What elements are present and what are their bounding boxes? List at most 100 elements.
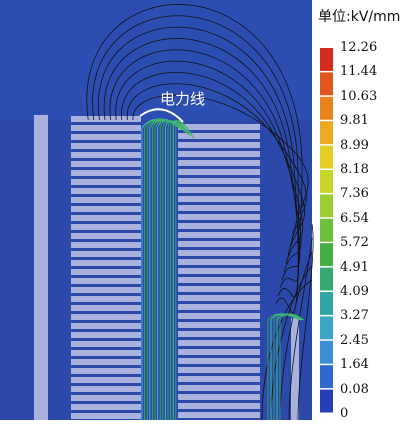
winding-strip-left xyxy=(71,377,141,383)
winding-strip-left xyxy=(71,386,141,392)
concentrated-line xyxy=(276,313,304,420)
concentrated-line xyxy=(175,120,195,420)
colorbar-tick-label: 10.63 xyxy=(340,88,378,104)
winding-left xyxy=(71,116,141,419)
winding-strip-left xyxy=(71,368,141,374)
winding-strip-right xyxy=(178,286,260,292)
winding-strip-left xyxy=(71,395,141,401)
winding-strip-right xyxy=(178,142,260,148)
colorbar-tick-label: 6.54 xyxy=(340,210,369,226)
field-line xyxy=(279,251,313,421)
winding-strip-right xyxy=(178,385,260,391)
colorbar-tick-label: 3.27 xyxy=(340,308,369,324)
winding-strip-right xyxy=(178,259,260,265)
upper-field-region xyxy=(0,0,312,120)
winding-strip-left xyxy=(71,323,141,329)
colorbar-block xyxy=(320,218,333,242)
field-line-arc xyxy=(139,108,184,123)
colorbar-tick-label: 4.91 xyxy=(340,259,369,275)
winding-strip-right xyxy=(178,169,260,175)
winding-strip-left xyxy=(71,278,141,284)
colorbar-tick-label: 11.44 xyxy=(340,64,378,80)
field-line xyxy=(261,279,313,421)
winding-strip-left xyxy=(71,215,141,221)
colorbar-tick-label: 1.64 xyxy=(340,357,369,373)
winding-strip-right xyxy=(178,403,260,409)
winding-strip-left xyxy=(71,350,141,356)
field-line xyxy=(126,83,307,249)
winding-strip-right xyxy=(178,358,260,364)
winding-strip-left xyxy=(71,413,141,419)
winding-strip-right xyxy=(178,151,260,157)
colorbar-tick-label: 5.72 xyxy=(340,235,369,251)
winding-strip-left xyxy=(71,242,141,248)
winding-strip-right xyxy=(178,241,260,247)
winding-strip-left xyxy=(71,296,141,302)
winding-strip-left xyxy=(71,359,141,365)
winding-strip-right xyxy=(178,214,260,220)
colorbar-tick-label: 2.45 xyxy=(340,332,369,348)
right-outer-bar xyxy=(291,318,299,420)
winding-strip-left xyxy=(71,170,141,176)
concentrated-line xyxy=(159,120,183,420)
winding-strip-left xyxy=(71,287,141,293)
winding-right xyxy=(178,124,260,418)
winding-strip-right xyxy=(178,205,260,211)
winding-strip-right xyxy=(178,367,260,373)
field-line xyxy=(92,15,299,298)
winding-strip-left xyxy=(71,152,141,158)
colorbar-tick-label: 8.18 xyxy=(340,162,369,177)
left-outer-bar xyxy=(34,115,48,420)
winding-strip-right xyxy=(178,124,260,130)
winding-strip-left xyxy=(71,305,141,311)
colorbar-tick-label: 4.09 xyxy=(340,284,369,299)
field-line xyxy=(86,4,303,314)
winding-strip-right xyxy=(178,394,260,400)
colorbar-block xyxy=(320,72,333,96)
winding-strip-right xyxy=(178,187,260,193)
winding-strip-left xyxy=(71,224,141,230)
winding-strip-left xyxy=(71,116,141,122)
winding-strip-right xyxy=(178,133,260,139)
colorbar-block xyxy=(320,267,333,291)
winding-strip-right xyxy=(178,223,260,229)
winding-strip-left xyxy=(71,251,141,257)
colorbar-block xyxy=(320,389,333,413)
winding-strip-left xyxy=(71,233,141,239)
winding-strip-left xyxy=(71,134,141,140)
colorbar-block xyxy=(320,121,333,145)
colorbar-block xyxy=(320,145,333,169)
concentrated-line xyxy=(273,313,303,420)
winding-strip-right xyxy=(178,232,260,238)
winding-strip-left xyxy=(71,197,141,203)
winding-strip-left xyxy=(71,161,141,167)
winding-strip-right xyxy=(178,250,260,256)
concentrated-line xyxy=(157,120,181,420)
concentrated-line xyxy=(279,313,305,420)
winding-strip-right xyxy=(178,331,260,337)
winding-strip-right xyxy=(178,376,260,382)
field-line xyxy=(270,265,313,421)
field-line xyxy=(132,94,309,241)
winding-strip-right xyxy=(178,322,260,328)
colorbar-block xyxy=(320,243,333,267)
winding-strip-left xyxy=(71,314,141,320)
winding-strip-right xyxy=(178,349,260,355)
field-line xyxy=(109,49,302,273)
winding-strip-right xyxy=(178,295,260,301)
colorbar-tick-label: 0.08 xyxy=(340,381,369,397)
field-line xyxy=(103,38,301,281)
winding-strip-left xyxy=(71,404,141,410)
colorbar-block xyxy=(320,340,333,364)
winding-strip-left xyxy=(71,206,141,212)
colorbar-tick-label: 8.99 xyxy=(340,137,369,153)
colorbar-block xyxy=(320,48,333,71)
unit-label: 单位:kV/mm xyxy=(318,9,401,25)
field-lines xyxy=(86,4,314,421)
colorbar-block xyxy=(320,365,333,389)
winding-strip-right xyxy=(178,313,260,319)
winding-strip-left xyxy=(71,143,141,149)
winding-strip-left xyxy=(71,188,141,194)
